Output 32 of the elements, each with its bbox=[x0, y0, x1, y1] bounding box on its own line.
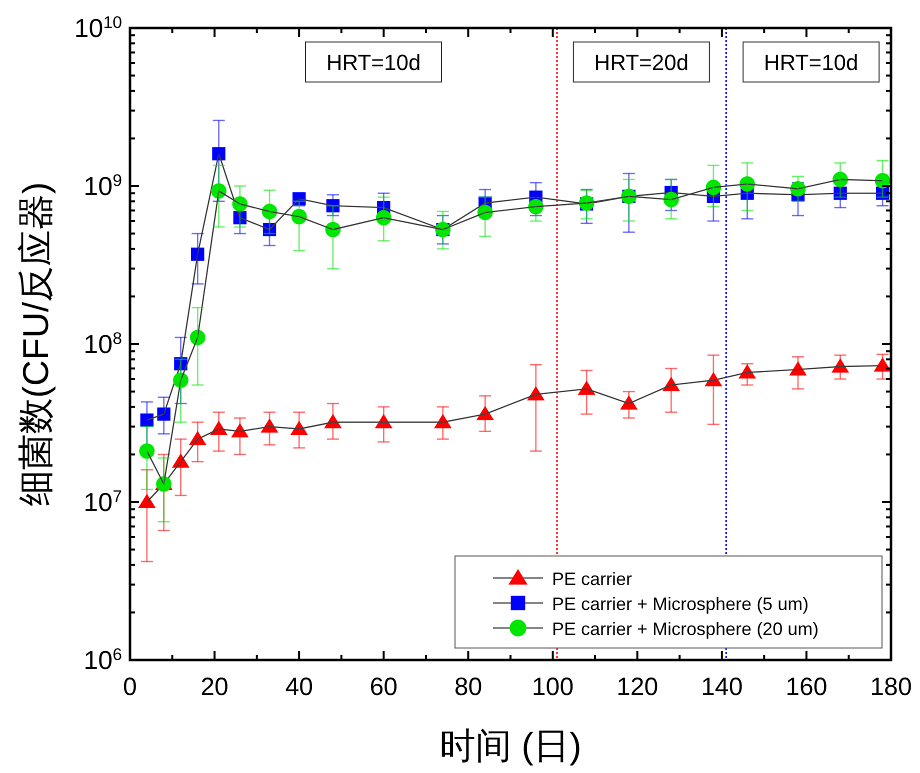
x-tick-label: 80 bbox=[454, 673, 482, 701]
y-tick-label: 10$^{8}$ bbox=[84, 328, 122, 359]
x-tick-label: 160 bbox=[786, 673, 828, 701]
y-tick-label: 10$^{9}$ bbox=[84, 170, 122, 201]
point bbox=[874, 173, 890, 188]
point bbox=[138, 494, 156, 508]
x-tick-label: 120 bbox=[616, 673, 658, 701]
legend-label: PE carrier + Microsphere (5 um) bbox=[552, 594, 809, 614]
x-axis-title: 时间 (日) bbox=[440, 725, 582, 766]
point bbox=[620, 395, 638, 410]
x-tick-label: 40 bbox=[285, 673, 314, 701]
point bbox=[191, 248, 204, 261]
x-tick-label: 180 bbox=[870, 673, 912, 701]
y-tick-label: 10$^{10}$ bbox=[74, 12, 122, 43]
y-tick-label: 10$^{6}$ bbox=[84, 644, 122, 675]
y-axis-title: 细菌数(CFU/反应器) bbox=[15, 182, 56, 506]
point bbox=[140, 413, 154, 427]
x-tick-label: 100 bbox=[532, 673, 574, 701]
annotation: HRT=10d bbox=[326, 50, 421, 75]
x-tick-label: 140 bbox=[701, 673, 743, 701]
x-tick-label: 0 bbox=[123, 673, 137, 701]
point bbox=[139, 443, 155, 459]
annotation: HRT=20d bbox=[594, 50, 689, 75]
legend-label: PE carrier + Microsphere (20 um) bbox=[552, 619, 819, 639]
x-tick-label: 20 bbox=[200, 673, 228, 701]
point bbox=[326, 199, 340, 212]
annotation: HRT=10d bbox=[764, 50, 858, 75]
y-tick-label: 10$^{7}$ bbox=[84, 486, 122, 517]
legend-label: PE carrier bbox=[552, 569, 632, 589]
point bbox=[212, 147, 226, 160]
x-tick-label: 60 bbox=[370, 673, 398, 701]
point bbox=[231, 423, 249, 438]
